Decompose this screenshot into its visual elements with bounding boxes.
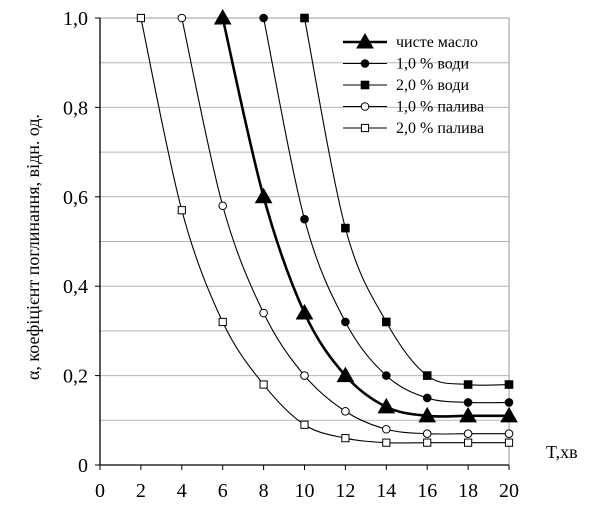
x-tick-label: 4	[177, 480, 187, 502]
data-point	[360, 102, 370, 111]
data-point	[300, 420, 309, 429]
series-3	[300, 13, 514, 389]
data-point	[341, 434, 350, 443]
data-point	[136, 13, 146, 23]
data-point	[259, 13, 268, 23]
data-point	[382, 424, 391, 434]
data-point	[422, 393, 432, 403]
x-tick-label: 20	[499, 480, 519, 502]
series-1	[213, 8, 518, 423]
data-point	[341, 223, 350, 233]
legend-label: 1,0 % палива	[396, 99, 484, 116]
data-point	[259, 380, 268, 389]
data-point	[463, 380, 473, 389]
x-tick-label: 8	[259, 480, 269, 502]
axes	[95, 17, 510, 470]
data-point	[464, 438, 473, 447]
data-point	[300, 13, 309, 23]
legend-item: 2,0 % палива	[343, 120, 484, 137]
x-tick-label: 6	[218, 480, 228, 502]
x-tick-label: 0	[95, 480, 105, 502]
data-point	[259, 308, 268, 318]
x-tick-label: 14	[376, 480, 396, 502]
data-point	[504, 398, 514, 407]
series-line	[263, 17, 510, 404]
x-tick-label: 10	[295, 480, 315, 502]
x-tick-label: 16	[417, 480, 437, 502]
data-point	[336, 366, 355, 383]
y-tick-label: 0,4	[63, 276, 88, 298]
y-tick-label: 0,8	[63, 97, 88, 119]
data-point	[382, 438, 391, 447]
data-point	[295, 304, 314, 320]
data-point	[300, 371, 309, 380]
series-5	[136, 13, 514, 447]
data-point	[382, 371, 391, 380]
data-point	[463, 398, 473, 407]
data-point	[218, 201, 227, 211]
data-point	[504, 429, 514, 439]
legend: чисте масло 1,0 % води 2,0 % води 1,0 % пал…	[343, 32, 484, 137]
data-point	[500, 406, 518, 423]
legend-label: 1,0 % води	[396, 56, 469, 73]
data-point	[341, 407, 350, 416]
x-tick-label: 12	[335, 480, 355, 502]
x-tick-label: 18	[458, 480, 478, 502]
data-point	[356, 32, 374, 49]
y-tick-label: 1,0	[63, 8, 88, 30]
data-point	[423, 438, 432, 447]
data-point	[504, 380, 514, 389]
data-point	[422, 429, 432, 439]
data-point	[459, 406, 477, 423]
data-point	[504, 438, 514, 447]
y-tick-label: 0,6	[63, 187, 88, 209]
x-tick-label: 2	[136, 480, 146, 502]
data-point	[360, 59, 370, 68]
data-point	[341, 317, 350, 327]
data-point	[382, 317, 391, 327]
series-line	[303, 17, 510, 386]
y-tick-label: 0,2	[63, 366, 88, 388]
y-tick-label: 0	[78, 455, 88, 477]
data-point	[218, 317, 227, 327]
legend-item: 2,0 % води	[343, 77, 469, 94]
legend-item: чисте масло	[343, 32, 478, 51]
series-2	[259, 13, 514, 407]
data-point	[377, 397, 396, 414]
data-point	[177, 206, 186, 215]
legend-item: 1,0 % палива	[343, 99, 484, 116]
data-point	[213, 8, 232, 25]
data-point	[418, 406, 437, 423]
series-layer	[136, 8, 518, 447]
y-axis-label: α, коефіцієнт поглинання, відн. од.	[23, 114, 43, 380]
data-point	[463, 429, 473, 439]
tick-labels: 0 0,2 0,4 0,6 0,8 1,0 0 2 4 6 8 10 12 14 16 18 20	[63, 8, 519, 502]
legend-label: 2,0 % палива	[396, 120, 484, 137]
legend-label: 2,0 % води	[396, 77, 469, 94]
data-point	[300, 214, 309, 224]
legend-item: 1,0 % води	[343, 56, 469, 73]
data-point	[360, 123, 370, 133]
data-point	[360, 80, 370, 90]
legend-label: чисте масло	[396, 34, 478, 51]
x-axis-label: T,хв	[546, 442, 578, 462]
data-point	[422, 371, 432, 380]
data-point	[254, 187, 273, 204]
data-point	[177, 13, 187, 23]
series-4	[177, 13, 514, 439]
